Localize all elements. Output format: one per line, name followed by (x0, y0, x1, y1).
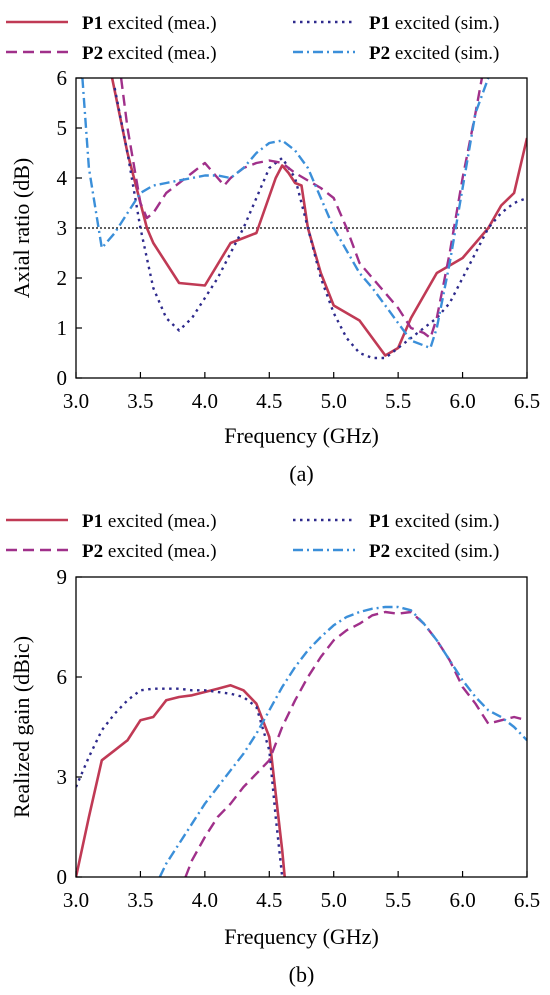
y-tick-label: 2 (57, 266, 68, 290)
y-tick-label: 0 (57, 865, 68, 889)
legend-entry: P2 excited (sim.) (369, 541, 499, 562)
x-tick-label: 3.0 (63, 888, 89, 912)
x-tick-label: 3.5 (127, 888, 153, 912)
y-axis-label-a: Axial ratio (dB) (9, 158, 34, 299)
realized-gain-chart: P1 excited (mea.) P1 excited (sim.) P2 exc… (6, 511, 540, 987)
axial-ratio-chart: P1 excited (mea.) P1 excited (sim.) P2 exc… (6, 13, 540, 486)
legend-entry: P1 excited (mea.) (82, 13, 217, 34)
y-tick-label: 6 (57, 66, 68, 90)
x-tick-label: 6.5 (514, 389, 540, 413)
x-tick-label: 4.5 (256, 389, 282, 413)
x-tick-label: 4.0 (192, 389, 218, 413)
x-axis-label-b: Frequency (GHz) (224, 924, 379, 949)
x-tick-label: 5.5 (385, 888, 411, 912)
legend-b: P1 excited (mea.) P1 excited (sim.) P2 exc… (6, 511, 499, 562)
series-p1-measured-line (76, 684, 286, 877)
series-p2-simulated-line (158, 605, 527, 877)
x-tick-label: 5.5 (385, 389, 411, 413)
legend-entry: P2 excited (sim.) (369, 43, 499, 64)
x-tick-label: 6.0 (449, 888, 475, 912)
legend-entry: P1 excited (mea.) (82, 511, 217, 532)
y-tick-label: 4 (57, 166, 68, 190)
series-p1-simulated-line (76, 687, 284, 877)
series-p1-measured-line (110, 78, 527, 357)
x-tick-label: 6.0 (449, 389, 475, 413)
legend-entry: P2 excited (mea.) (82, 43, 217, 64)
series-p2-simulated-line (81, 78, 490, 350)
legend-entry: P2 excited (mea.) (82, 541, 217, 562)
panel-label-a: (a) (289, 461, 313, 486)
series-p2-measured-line (119, 78, 484, 340)
y-tick-label: 3 (57, 216, 68, 240)
x-tick-label: 4.5 (256, 888, 282, 912)
x-tick-label: 4.0 (192, 888, 218, 912)
legend-entry: P1 excited (sim.) (369, 13, 499, 34)
x-tick-label: 3.0 (63, 389, 89, 413)
legend-entry: P1 excited (sim.) (369, 511, 499, 532)
legend-a: P1 excited (mea.) P1 excited (sim.) P2 exc… (6, 13, 499, 64)
x-tick-label: 5.0 (321, 888, 347, 912)
y-tick-label: 0 (57, 366, 68, 390)
plot-frame-b (75, 576, 528, 878)
y-tick-label: 6 (57, 665, 68, 689)
y-tick-label: 1 (57, 316, 68, 340)
series-p1-simulated-line (113, 87, 527, 360)
y-tick-label: 5 (57, 116, 68, 140)
panel-label-b: (b) (289, 962, 315, 987)
x-tick-label: 3.5 (127, 389, 153, 413)
y-tick-label: 3 (57, 765, 68, 789)
x-tick-label: 6.5 (514, 888, 540, 912)
x-tick-label: 5.0 (321, 389, 347, 413)
y-tick-label: 9 (57, 565, 68, 589)
x-axis-label-a: Frequency (GHz) (224, 423, 379, 448)
y-axis-label-b: Realized gain (dBic) (9, 636, 34, 818)
series-p2-measured-line (184, 610, 527, 877)
